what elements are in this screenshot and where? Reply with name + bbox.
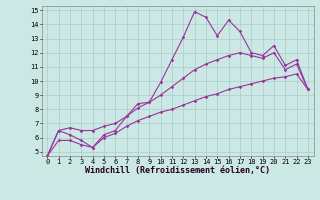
- X-axis label: Windchill (Refroidissement éolien,°C): Windchill (Refroidissement éolien,°C): [85, 166, 270, 175]
